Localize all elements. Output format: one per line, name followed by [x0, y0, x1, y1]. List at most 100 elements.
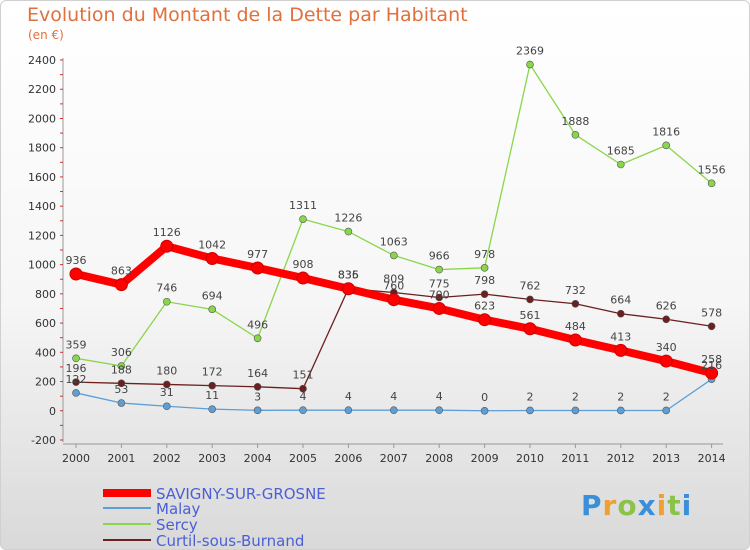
- data-label: 694: [202, 289, 223, 302]
- logo-letter: i: [656, 489, 668, 522]
- y-tick-label: 2200: [28, 83, 56, 96]
- data-label: 664: [610, 294, 631, 307]
- data-label: 700: [429, 288, 450, 301]
- series-point-0: [387, 293, 401, 307]
- series-point-3: [72, 378, 80, 386]
- series-point-1: [662, 406, 671, 415]
- series-point-2: [344, 227, 353, 236]
- series-point-1: [117, 399, 126, 407]
- y-tick-label: 1800: [28, 142, 56, 155]
- data-label: 0: [481, 391, 488, 404]
- series-point-2: [117, 362, 126, 370]
- series-point-0: [659, 354, 673, 368]
- y-tick-label: 2000: [28, 112, 56, 125]
- data-label: 1063: [380, 235, 408, 248]
- data-label: 626: [656, 299, 677, 312]
- series-point-3: [208, 381, 216, 390]
- series-point-2: [571, 131, 580, 139]
- data-label: 978: [474, 248, 495, 261]
- data-label: 2: [617, 390, 624, 403]
- y-tick-label: 200: [35, 376, 56, 389]
- data-label: 798: [474, 274, 495, 287]
- data-label: 863: [111, 265, 132, 278]
- logo-letter: x: [637, 489, 657, 522]
- series-point-1: [571, 406, 580, 415]
- data-label: 31: [160, 386, 174, 399]
- data-label: 164: [247, 367, 268, 380]
- series-point-0: [160, 239, 174, 253]
- x-tick-label: 2002: [153, 452, 181, 465]
- series-point-1: [616, 406, 625, 415]
- x-tick-label: 2000: [62, 452, 90, 465]
- x-tick-label: 2011: [561, 452, 589, 465]
- y-tick-label: 800: [35, 288, 56, 301]
- series-point-2: [389, 251, 398, 260]
- data-label: 1226: [334, 212, 362, 225]
- series-point-0: [705, 366, 719, 380]
- series-point-2: [480, 264, 489, 272]
- logo-letter: i: [681, 489, 693, 522]
- data-label: 216: [701, 359, 722, 372]
- series-point-2: [299, 215, 307, 223]
- data-label: 196: [66, 362, 87, 375]
- data-label: 11: [205, 389, 219, 402]
- series-point-1: [299, 406, 307, 414]
- series-point-0: [523, 322, 537, 336]
- series-point-0: [614, 343, 628, 357]
- data-label: 623: [474, 300, 495, 313]
- series-point-0: [296, 271, 310, 285]
- data-label: 258: [701, 353, 722, 366]
- series-point-2: [163, 297, 171, 306]
- y-tick-label: 1600: [28, 171, 56, 184]
- data-label: 3: [254, 390, 261, 403]
- series-point-3: [117, 379, 126, 388]
- y-tick-label: -200: [31, 434, 56, 447]
- series-point-2: [707, 179, 716, 188]
- y-tick-label: 2400: [28, 54, 56, 67]
- series-point-1: [253, 406, 262, 415]
- data-label: 2369: [516, 45, 544, 58]
- series-point-0: [341, 282, 355, 296]
- data-label: 122: [66, 373, 87, 386]
- series-point-0: [568, 333, 582, 347]
- y-tick-label: 1000: [28, 259, 56, 272]
- series-point-3: [435, 293, 444, 302]
- data-label: 413: [610, 330, 631, 343]
- data-label: 908: [293, 258, 314, 271]
- y-tick-label: 400: [35, 346, 56, 359]
- data-label: 496: [247, 318, 268, 331]
- data-label: 1888: [561, 115, 589, 128]
- data-label: 762: [520, 279, 541, 292]
- data-label: 1042: [198, 238, 226, 251]
- chart-title: Evolution du Montant de la Dette par Hab…: [27, 4, 468, 26]
- data-label: 760: [383, 280, 404, 293]
- y-tick-label: 600: [35, 317, 56, 330]
- data-label: 53: [114, 383, 128, 396]
- data-label: 306: [111, 346, 132, 359]
- series-point-0: [69, 267, 83, 281]
- data-label: 180: [156, 364, 177, 377]
- series-point-2: [616, 160, 625, 169]
- series-point-2: [526, 60, 534, 69]
- data-label: 732: [565, 284, 586, 297]
- series-point-1: [480, 406, 489, 415]
- series-point-0: [251, 261, 265, 275]
- data-label: 775: [429, 278, 450, 291]
- data-label: 2: [527, 390, 534, 403]
- data-label: 4: [345, 390, 352, 403]
- series-point-3: [299, 384, 307, 393]
- logo-letter: P: [581, 489, 603, 522]
- data-label: 4: [300, 390, 307, 403]
- x-tick-label: 2006: [334, 452, 362, 465]
- proxiti-logo: Proxiti: [581, 489, 692, 522]
- series-point-3: [480, 290, 489, 298]
- data-label: 2: [663, 390, 670, 403]
- series-point-1: [389, 406, 398, 414]
- data-label: 340: [656, 341, 677, 354]
- x-tick-label: 2014: [698, 452, 726, 465]
- series-point-3: [571, 299, 580, 308]
- data-label: 966: [429, 250, 450, 263]
- x-tick-label: 2013: [652, 452, 680, 465]
